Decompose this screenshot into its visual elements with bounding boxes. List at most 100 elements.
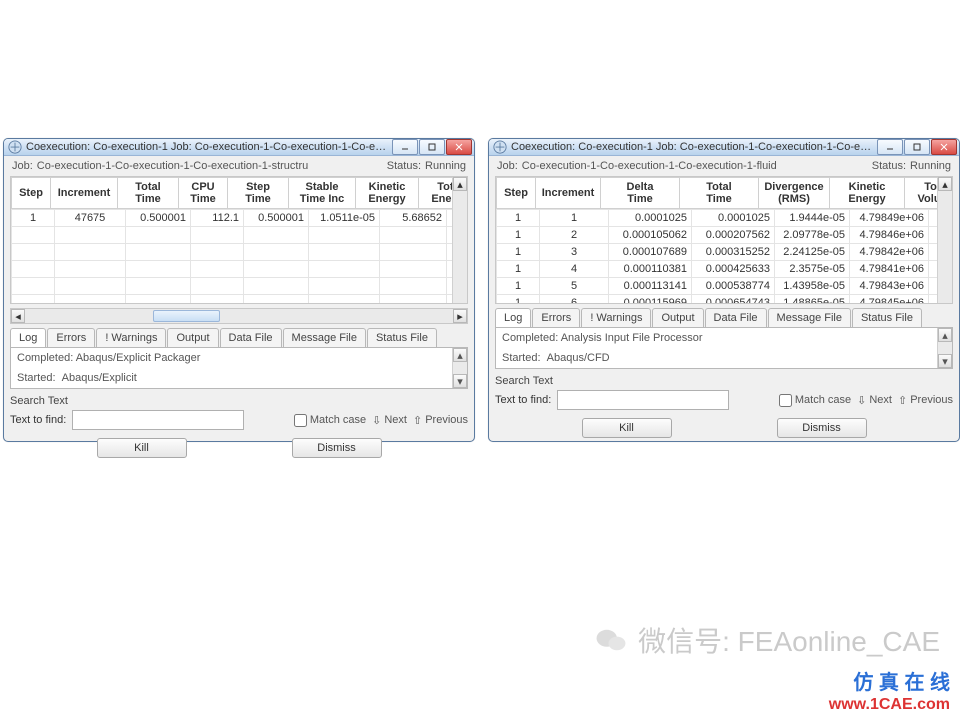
- next-button[interactable]: ⇩Next: [857, 394, 892, 407]
- window-buttons: [391, 139, 472, 155]
- column-header[interactable]: TotalVolume: [905, 178, 938, 209]
- scroll-up-icon[interactable]: ▴: [938, 177, 952, 191]
- scroll-up-icon[interactable]: ▴: [453, 177, 467, 191]
- vertical-scrollbar[interactable]: ▴: [452, 177, 467, 303]
- table-row[interactable]: 160.0001159690.0006547431.48865e-054.798…: [497, 295, 938, 304]
- table-cell: 4.79845e+06: [850, 295, 929, 304]
- table-cell: 0.0001025: [609, 210, 692, 227]
- close-button[interactable]: [931, 139, 957, 155]
- down-arrow-icon: ⇩: [372, 414, 381, 427]
- tab-output[interactable]: Output: [167, 328, 218, 347]
- table-row[interactable]: 150.0001131410.0005387741.43958e-054.798…: [497, 278, 938, 295]
- column-header[interactable]: Step: [12, 178, 51, 209]
- table-row[interactable]: 1476750.500001112.10.5000011.0511e-055.6…: [12, 210, 453, 227]
- tab-errors[interactable]: Errors: [47, 328, 95, 347]
- find-label: Text to find:: [10, 414, 66, 426]
- column-header[interactable]: Divergence(RMS): [759, 178, 830, 209]
- app-icon: [493, 140, 507, 154]
- table-cell: 47675: [55, 210, 126, 227]
- match-case-checkbox[interactable]: Match case: [294, 414, 366, 427]
- kill-button[interactable]: Kill: [582, 418, 672, 438]
- column-header[interactable]: TotalTime: [118, 178, 179, 209]
- log-scrollbar[interactable]: ▴ ▾: [452, 348, 467, 388]
- find-label: Text to find:: [495, 394, 551, 406]
- column-header[interactable]: CPUTime: [179, 178, 228, 209]
- started-value: Abaqus/Explicit: [62, 372, 137, 384]
- log-scrollbar[interactable]: ▴ ▾: [937, 328, 952, 368]
- tab-data-file[interactable]: Data File: [220, 328, 282, 347]
- wechat-icon: [594, 623, 628, 657]
- table-cell: 0.000315252: [692, 244, 775, 261]
- tab-message-file[interactable]: Message File: [768, 308, 851, 327]
- search-label: Search Text: [495, 375, 953, 387]
- tab-status-file[interactable]: Status File: [852, 308, 922, 327]
- minimize-button[interactable]: [877, 139, 903, 155]
- table-cell: 5.68652: [380, 210, 447, 227]
- maximize-button[interactable]: [904, 139, 930, 155]
- tab--warnings[interactable]: ! Warnings: [581, 308, 651, 327]
- kill-button[interactable]: Kill: [97, 438, 187, 458]
- dismiss-button[interactable]: Dismiss: [777, 418, 867, 438]
- table-cell: 97.1046: [929, 227, 938, 244]
- scroll-up-icon[interactable]: ▴: [453, 348, 467, 362]
- maximize-button[interactable]: [419, 139, 445, 155]
- titlebar[interactable]: Coexecution: Co-execution-1 Job: Co-exec…: [489, 139, 959, 156]
- table-cell: 112.1: [191, 210, 244, 227]
- close-button[interactable]: [446, 139, 472, 155]
- log-panel: Completed: Abaqus/Explicit Packager Star…: [10, 347, 468, 389]
- column-header[interactable]: StepTime: [228, 178, 289, 209]
- match-case-checkbox[interactable]: Match case: [779, 394, 851, 407]
- column-header[interactable]: StableTime Inc: [289, 178, 356, 209]
- column-header[interactable]: TotalEnergy: [419, 178, 453, 209]
- scroll-left-icon[interactable]: ◂: [11, 309, 25, 323]
- tab-data-file[interactable]: Data File: [705, 308, 767, 327]
- find-input[interactable]: [557, 390, 729, 410]
- column-header[interactable]: KineticEnergy: [356, 178, 419, 209]
- tab-message-file[interactable]: Message File: [283, 328, 366, 347]
- column-header[interactable]: TotalTime: [680, 178, 759, 209]
- scroll-up-icon[interactable]: ▴: [938, 328, 952, 342]
- table-row[interactable]: 110.00010250.00010251.9444e-054.79849e+0…: [497, 210, 938, 227]
- tab--warnings[interactable]: ! Warnings: [96, 328, 166, 347]
- previous-button[interactable]: ⇧Previous: [898, 394, 953, 407]
- button-row: Kill Dismiss: [489, 412, 959, 446]
- dismiss-button[interactable]: Dismiss: [292, 438, 382, 458]
- data-table[interactable]: StepIncrementDeltaTimeTotalTimeDivergenc…: [496, 177, 937, 209]
- tab-bar: LogErrors! WarningsOutputData FileMessag…: [10, 328, 468, 347]
- scroll-down-icon[interactable]: ▾: [938, 354, 952, 368]
- table-cell: 1: [497, 261, 540, 278]
- tab-output[interactable]: Output: [652, 308, 703, 327]
- table-cell: 4.79846e+06: [850, 227, 929, 244]
- titlebar[interactable]: Coexecution: Co-execution-1 Job: Co-exec…: [4, 139, 474, 156]
- tab-status-file[interactable]: Status File: [367, 328, 437, 347]
- data-table[interactable]: StepIncrementTotalTimeCPUTimeStepTimeSta…: [11, 177, 452, 209]
- table-cell: 4: [540, 261, 609, 278]
- horizontal-scrollbar[interactable]: ◂ ▸: [10, 308, 468, 324]
- table-cell: 1: [497, 278, 540, 295]
- table-row[interactable]: 130.0001076890.0003152522.24125e-054.798…: [497, 244, 938, 261]
- table-cell: 0.0001025: [692, 210, 775, 227]
- table-cell: 4.79849e+06: [850, 210, 929, 227]
- table-row[interactable]: 120.0001050620.0002075622.09778e-054.798…: [497, 227, 938, 244]
- column-header[interactable]: Increment: [51, 178, 118, 209]
- tab-log[interactable]: Log: [10, 328, 46, 347]
- find-input[interactable]: [72, 410, 244, 430]
- monitor-window-fluid: Coexecution: Co-execution-1 Job: Co-exec…: [488, 138, 960, 442]
- column-header[interactable]: KineticEnergy: [830, 178, 905, 209]
- tab-errors[interactable]: Errors: [532, 308, 580, 327]
- scroll-down-icon[interactable]: ▾: [453, 374, 467, 388]
- vertical-scrollbar[interactable]: ▴: [937, 177, 952, 303]
- tab-log[interactable]: Log: [495, 308, 531, 327]
- job-name: Co-execution-1-Co-execution-1-Co-executi…: [522, 160, 872, 172]
- minimize-button[interactable]: [392, 139, 418, 155]
- column-header[interactable]: Step: [497, 178, 536, 209]
- scroll-thumb[interactable]: [153, 310, 219, 322]
- column-header[interactable]: DeltaTime: [601, 178, 680, 209]
- previous-button[interactable]: ⇧Previous: [413, 414, 468, 427]
- column-header[interactable]: Increment: [536, 178, 601, 209]
- window-title: Coexecution: Co-execution-1 Job: Co-exec…: [26, 141, 391, 153]
- next-button[interactable]: ⇩Next: [372, 414, 407, 427]
- table-row[interactable]: 140.0001103810.0004256332.3575e-054.7984…: [497, 261, 938, 278]
- table-cell: 1.9444e-05: [775, 210, 850, 227]
- scroll-right-icon[interactable]: ▸: [453, 309, 467, 323]
